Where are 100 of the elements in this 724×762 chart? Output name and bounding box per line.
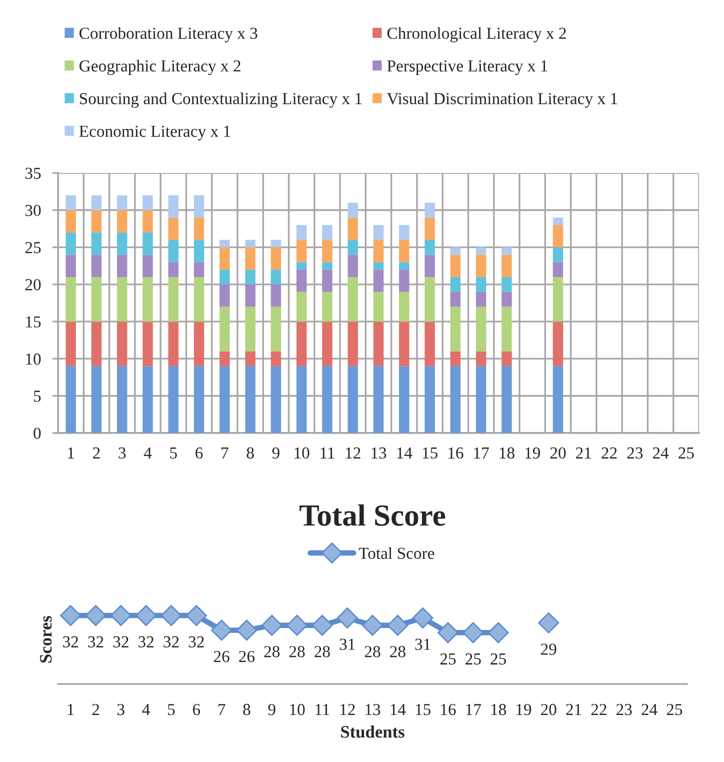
- bar: [168, 195, 179, 218]
- bar: [116, 210, 128, 232]
- data-label: 28: [289, 646, 305, 658]
- data-label: 32: [188, 636, 204, 648]
- bar: [66, 277, 76, 322]
- point: [286, 614, 308, 636]
- bar: [168, 322, 179, 366]
- x-tick-label: 23: [616, 704, 632, 716]
- x-tick-label: 13: [366, 704, 380, 716]
- x-tick-label: 21: [576, 447, 591, 458]
- bar: [194, 322, 204, 366]
- bar: [450, 351, 461, 366]
- x-tick-label: 18: [500, 447, 514, 459]
- x-tick-label: 3: [118, 447, 126, 459]
- x-tick-label: 22: [602, 447, 617, 458]
- point: [110, 605, 132, 626]
- y-axis-title: Scores: [40, 616, 52, 663]
- bar: [142, 366, 153, 433]
- y-tick-label: 15: [26, 316, 41, 328]
- bar: [245, 306, 256, 352]
- bar: [168, 366, 179, 433]
- bar: [296, 322, 307, 366]
- bar: [424, 254, 435, 277]
- bar: [142, 195, 153, 210]
- data-label: 25: [440, 653, 456, 665]
- bar: [552, 322, 564, 366]
- bar: [116, 254, 128, 277]
- x-tick-label: 17: [474, 447, 489, 458]
- legend-label: Sourcing and Contextualizing Literacy x 1: [80, 92, 362, 108]
- point: [312, 614, 333, 636]
- x-tick-label: 14: [390, 704, 406, 716]
- x-tick-label: 22: [591, 704, 606, 716]
- point: [160, 605, 182, 626]
- x-tick-label: 25: [666, 704, 682, 716]
- data-label: 32: [164, 636, 179, 648]
- bar: [424, 277, 435, 322]
- bar: [552, 218, 564, 225]
- point: [211, 620, 232, 641]
- bar: [245, 351, 256, 366]
- bar: [116, 366, 128, 433]
- point: [261, 614, 282, 636]
- bar: [322, 366, 332, 433]
- bar: [245, 247, 256, 270]
- data-label: 28: [364, 646, 380, 658]
- x-tick-label: 9: [268, 704, 276, 716]
- bar: [373, 262, 384, 270]
- bar: [476, 306, 486, 352]
- bar: [116, 195, 128, 210]
- legend-label: Perspective Literacy x 1: [387, 60, 548, 76]
- x-tick-label: 9: [272, 447, 280, 459]
- bar: [66, 195, 76, 210]
- x-tick-label: 4: [142, 704, 150, 716]
- data-label: 31: [415, 638, 430, 650]
- x-tick-label: 6: [196, 447, 203, 459]
- bar: [116, 322, 128, 366]
- x-tick-label: 10: [294, 447, 310, 459]
- bar: [270, 351, 282, 366]
- bar: [270, 240, 282, 248]
- bar: [322, 240, 332, 262]
- x-tick-label: 23: [627, 447, 643, 459]
- bar: [322, 322, 332, 366]
- legend-label: Total Score: [358, 547, 434, 559]
- bar: [399, 322, 410, 366]
- x-tick-label: 8: [246, 447, 254, 459]
- bar: [194, 240, 204, 262]
- bar: [66, 210, 76, 232]
- bar: [245, 366, 256, 433]
- bar: [322, 292, 332, 322]
- bar: [502, 292, 512, 307]
- x-tick-label: 14: [397, 447, 412, 458]
- bar: [450, 247, 461, 255]
- y-tick-label: 10: [26, 353, 41, 365]
- bar: [348, 240, 358, 255]
- point: [488, 622, 509, 644]
- bar: [322, 225, 332, 240]
- x-tick-label: 4: [144, 447, 152, 458]
- bar: [220, 306, 230, 352]
- bar: [220, 270, 230, 284]
- x-tick-label: 11: [316, 704, 330, 716]
- bar: [245, 284, 256, 307]
- bar: [194, 195, 204, 218]
- bar: [348, 322, 358, 366]
- bar: [322, 262, 332, 270]
- legend-label: Visual Discrimination Literacy x 1: [386, 92, 618, 108]
- y-tick-label: 0: [34, 428, 41, 439]
- data-label: 26: [239, 650, 255, 662]
- bar: [476, 277, 486, 292]
- bar: [373, 240, 384, 262]
- bar: [66, 254, 76, 277]
- data-label: 32: [138, 636, 154, 648]
- bar: [399, 225, 410, 240]
- bar: [476, 351, 486, 366]
- bar: [476, 366, 486, 433]
- bar: [194, 366, 204, 433]
- bar: [296, 225, 307, 240]
- bar: [91, 322, 102, 366]
- legend-label: Corroboration Literacy x 3: [80, 27, 258, 42]
- point: [412, 607, 434, 628]
- bar: [502, 366, 512, 433]
- bar: [142, 277, 153, 322]
